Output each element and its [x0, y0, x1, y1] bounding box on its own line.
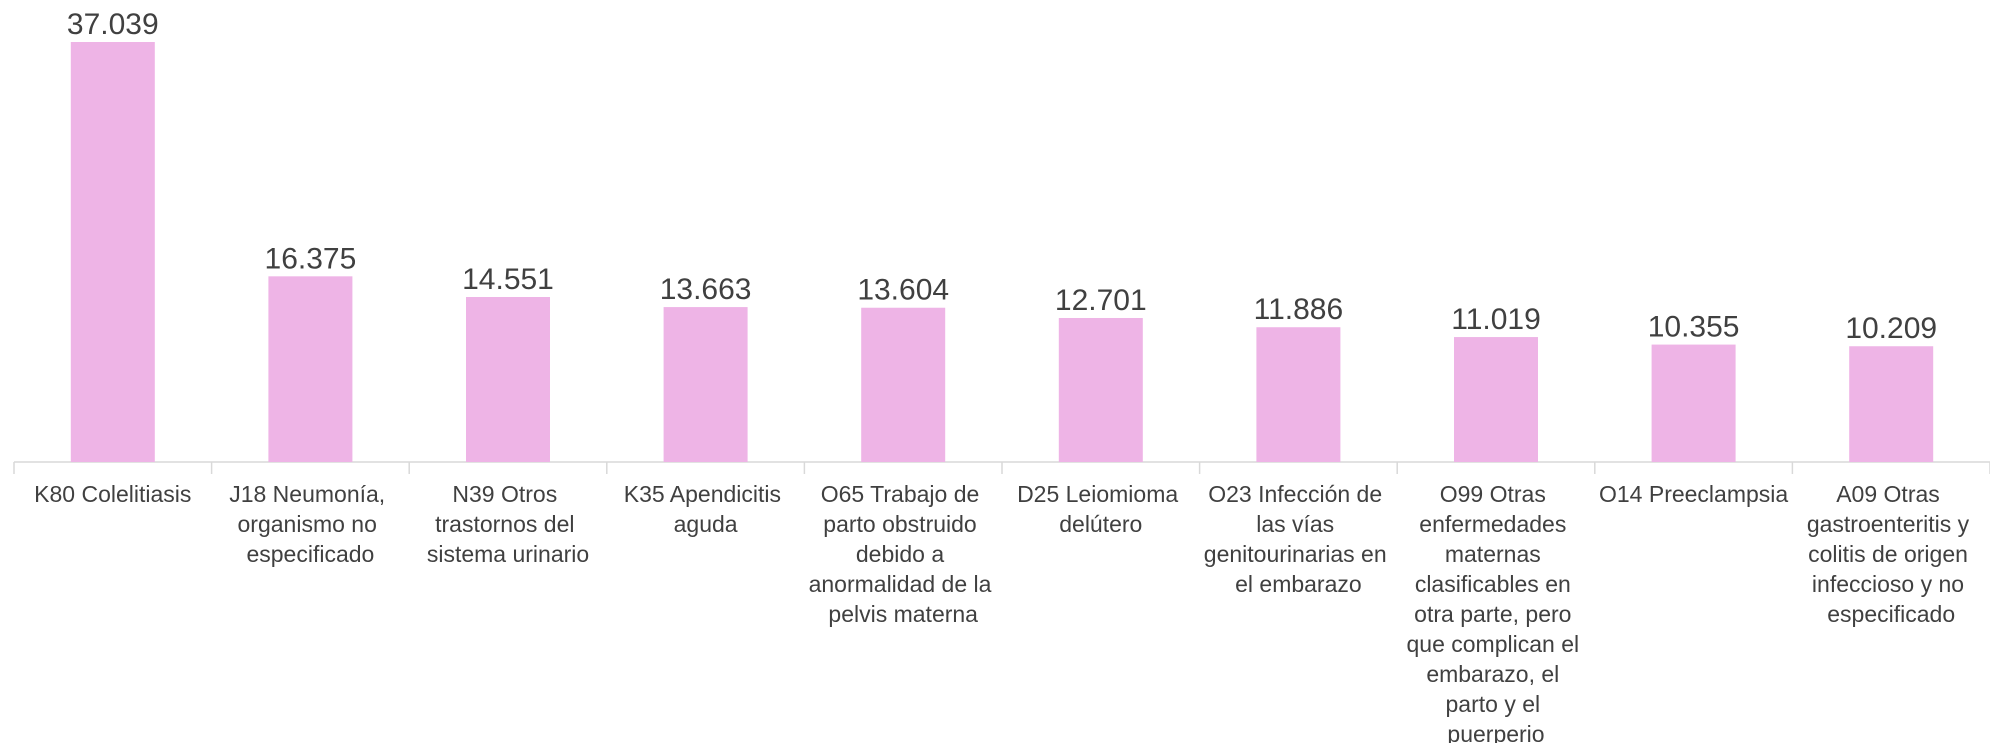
value-label: 13.663 — [660, 273, 752, 306]
category-label: A09 Otras gastroenteritis y colitis de o… — [1807, 481, 1976, 627]
category-label: O99 Otras enfermedades maternas clasific… — [1407, 481, 1586, 743]
category-label: J18 Neumonía, organismo no especificado — [229, 481, 391, 567]
category-label: N39 Otros trastornos del sistema urinari… — [427, 481, 589, 567]
value-label: 14.551 — [462, 263, 554, 296]
value-label: 37.039 — [67, 8, 159, 41]
value-label: 12.701 — [1055, 284, 1147, 317]
value-label: 13.604 — [857, 274, 949, 307]
bar — [70, 42, 155, 462]
category-label: K80 Colelitiasis — [34, 481, 191, 507]
category-label: D25 Leiomioma delútero — [1017, 481, 1184, 537]
value-label: 11.019 — [1451, 303, 1541, 336]
value-label: 16.375 — [265, 242, 357, 275]
bar — [1256, 327, 1341, 462]
value-label: 10.355 — [1648, 311, 1740, 344]
value-label: 10.209 — [1845, 312, 1937, 345]
bar — [1058, 317, 1143, 462]
value-label: 11.886 — [1254, 293, 1344, 326]
bar — [268, 276, 353, 462]
bar — [466, 297, 550, 462]
category-label: O65 Trabajo de parto obstruido debido a … — [809, 481, 998, 627]
bar — [1454, 337, 1538, 462]
bar — [663, 307, 748, 462]
bar — [1849, 346, 1934, 462]
category-label: O14 Preeclampsia — [1599, 481, 1788, 507]
bar — [1651, 344, 1736, 462]
bar — [861, 307, 946, 462]
category-label: O23 Infección de las vías genitourinaria… — [1204, 481, 1393, 597]
category-label: K35 Apendicitis aguda — [624, 481, 788, 537]
